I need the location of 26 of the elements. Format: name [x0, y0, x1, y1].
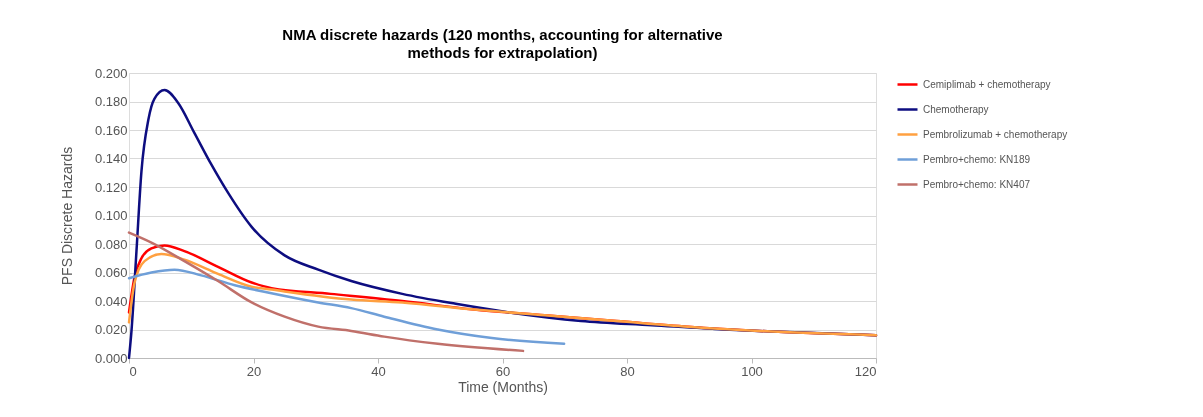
x-tick-label: 120	[854, 363, 877, 379]
legend-label: Cemiplimab + chemotherapy	[923, 78, 1051, 90]
x-tick-label: 100	[741, 363, 763, 379]
x-axis-title: Time (Months)	[458, 378, 548, 395]
chart-title: NMA discrete hazards (120 months, accounting for alternative methods for extrapolation)	[282, 26, 723, 61]
y-tick-label: 0.200	[94, 65, 128, 81]
x-tick-label: 60	[495, 363, 511, 379]
y-tick-label: 0.100	[94, 208, 128, 223]
y-tick-label: 0.160	[94, 122, 128, 138]
y-tick-label: 0.020	[94, 322, 128, 337]
y-tick-label: 0.140	[94, 151, 128, 166]
legend-label: Pembrolizumab + chemotherapy	[923, 128, 1068, 140]
y-tick-label: 0.060	[94, 265, 128, 280]
x-tick-label: 40	[371, 363, 386, 379]
legend-label: Pembro+chemo: KN407	[923, 178, 1031, 190]
y-axis-title: PFS Discrete Hazards	[58, 146, 75, 286]
x-tick-label: 80	[620, 363, 635, 379]
y-tick-label: 0.080	[94, 236, 128, 252]
legend-label: Chemotherapy	[923, 103, 989, 115]
legend-label: Pembro+chemo: KN189	[923, 153, 1031, 165]
y-tick-label: 0.000	[94, 350, 128, 366]
y-tick-label: 0.180	[94, 94, 128, 109]
y-tick-label: 0.120	[94, 179, 128, 195]
x-tick-label: 20	[246, 363, 262, 379]
x-tick-label: 0	[129, 363, 137, 379]
y-tick-label: 0.040	[94, 293, 128, 309]
